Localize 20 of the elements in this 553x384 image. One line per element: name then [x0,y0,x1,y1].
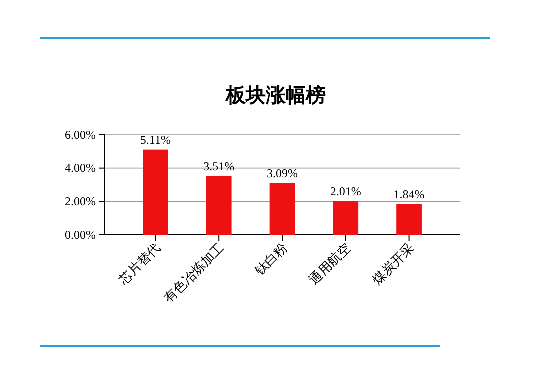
data-label: 3.51% [204,160,235,174]
data-label: 2.01% [330,184,362,198]
y-tick-label: 0.00% [65,228,96,242]
data-label: 1.84% [394,187,425,202]
y-tick-label: 2.00% [65,194,96,209]
data-label: 5.11% [140,132,171,147]
bar [333,202,359,235]
x-tick-label: 煤炭开采 [370,240,417,288]
chart-title: 板块涨幅榜 [225,84,326,107]
y-tick-label: 4.00% [65,161,96,176]
bar [143,150,168,235]
y-tick-label: 6.00% [65,128,96,142]
x-tick-label: 钛白粉 [251,240,290,279]
x-tick-label: 芯片替代 [115,240,164,288]
x-tick-label: 有色冶炼加工 [161,240,227,306]
x-tick-label: 通用航空 [306,240,354,288]
bar [206,176,232,235]
bar [270,184,296,235]
data-label: 3.09% [267,166,298,180]
bar [396,204,422,235]
